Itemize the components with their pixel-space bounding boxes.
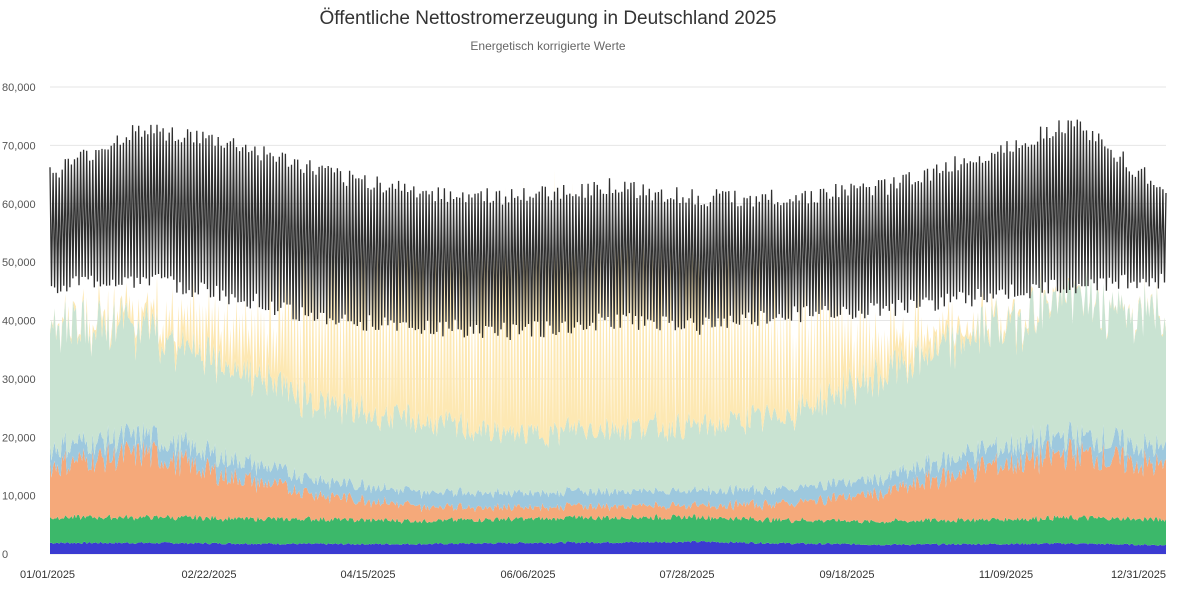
y-tick-label: 20,000 [2,432,36,444]
area-series-1 [50,540,1166,554]
x-tick-label: 11/09/2025 [979,569,1033,581]
area-series-6 [50,169,1166,448]
area-series-5 [50,265,1166,499]
x-tick-label: 04/15/2025 [340,569,395,581]
y-tick-label: 40,000 [2,316,36,328]
x-tick-label: 01/01/2025 [20,569,75,581]
load-line-layer [49,119,1167,341]
area-series-3 [50,437,1166,524]
y-tick-label: 0 [2,549,8,561]
y-tick-label: 70,000 [2,140,36,152]
area-layer [50,169,1166,554]
y-tick-label: 10,000 [2,491,36,503]
x-tick-label: 07/28/2025 [659,569,714,581]
load-line [49,119,1167,341]
x-tick-label: 09/18/2025 [819,569,874,581]
y-tick-label: 30,000 [2,374,36,386]
y-tick-label: 60,000 [2,199,36,211]
x-tick-label: 12/31/2025 [1111,569,1166,581]
x-tick-label: 06/06/2025 [500,569,555,581]
chart-subtitle: Energetisch korrigierte Werte [470,39,626,53]
axis-layer: 0 10,000 20,000 30,000 40,000 50,000 60,000 70,… [2,82,1166,581]
chart-title: Öffentliche Nettostromerzeugung in Deuts… [319,8,777,29]
area-series-2 [50,514,1166,546]
y-tick-label: 80,000 [2,82,36,94]
x-tick-label: 02/22/2025 [181,569,236,581]
y-tick-label: 50,000 [2,257,36,269]
area-series-4 [50,420,1166,513]
